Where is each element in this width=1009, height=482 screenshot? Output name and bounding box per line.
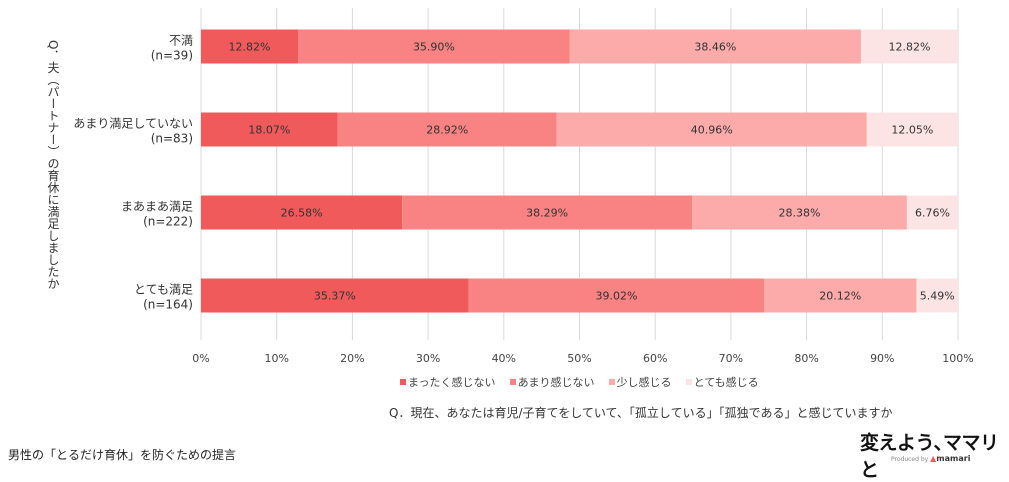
bar-segment <box>866 112 958 147</box>
category-label: あまり満足していない <box>73 117 193 131</box>
x-tick-label: 80% <box>794 352 818 365</box>
bar-segment <box>764 278 917 313</box>
x-tick-label: 10% <box>264 352 288 365</box>
category-label: (n=39) <box>151 49 193 63</box>
x-tick-label: 50% <box>567 352 591 365</box>
data-label: 39.02% <box>595 290 637 303</box>
x-tick-label: 40% <box>492 352 516 365</box>
legend-item: まったく感じない <box>400 374 496 390</box>
legend-item: 少し感じる <box>608 374 672 390</box>
legend-item: あまり感じない <box>509 374 595 390</box>
footer-caption: 男性の「とるだけ育休」を防ぐための提言 <box>8 448 237 462</box>
x-tick-label: 60% <box>643 352 667 365</box>
data-label: 18.07% <box>248 124 290 137</box>
bar-segment <box>201 195 403 230</box>
data-label: 40.96% <box>691 124 733 137</box>
data-label: 38.46% <box>694 41 736 54</box>
bar-segment <box>201 29 299 64</box>
bar-segment <box>468 278 765 313</box>
legend-label: まったく感じない <box>408 376 496 389</box>
data-label: 28.92% <box>426 124 468 137</box>
bar-segment <box>298 29 570 64</box>
stacked-bar-chart: 0% 10% 20% 30% 40% 50% 60% 70% 80% 90% 100% 不満(n=39… <box>73 8 974 365</box>
bar-segment <box>860 29 958 64</box>
x-tick-label: 90% <box>870 352 894 365</box>
data-label: 38.29% <box>526 207 568 220</box>
produced-by: Produced by ▲mamari <box>891 454 970 463</box>
x-axis-title: Q．現在、あなたは育児/子育てをしていて、「孤立している」「孤独である」と感じて… <box>389 406 893 420</box>
data-label: 12.82% <box>229 41 271 54</box>
legend-label: とても感じる <box>693 376 759 389</box>
bar-segment <box>692 195 907 230</box>
data-label: 12.05% <box>891 124 933 137</box>
data-label: 26.58% <box>281 207 323 220</box>
y-axis-title: Q．夫（パートナー）の育休に満足しましたか <box>46 40 60 290</box>
legend-swatch <box>685 379 692 385</box>
category-label: まあまあ満足 <box>121 200 193 214</box>
bar-segment <box>556 112 867 147</box>
x-tick-label: 30% <box>416 352 440 365</box>
bar-segment <box>569 29 861 64</box>
x-tick-label: 70% <box>719 352 743 365</box>
bar-segment <box>201 112 338 147</box>
category-label: とても満足 <box>134 283 193 297</box>
produced-by-text: Produced by <box>891 456 929 463</box>
data-label: 28.38% <box>779 207 821 220</box>
data-label: 35.37% <box>314 290 356 303</box>
x-tick-label: 100% <box>942 352 973 365</box>
legend: まったく感じない あまり感じない 少し感じる とても感じる <box>400 374 759 390</box>
category-label: (n=164) <box>143 298 193 312</box>
legend-label: 少し感じる <box>616 376 672 389</box>
bar-segment <box>906 195 959 230</box>
legend-label: あまり感じない <box>517 376 595 389</box>
mamari-logo-text: mamari <box>936 454 971 463</box>
category-label: (n=83) <box>151 132 193 146</box>
x-tick-label: 0% <box>192 352 209 365</box>
bar-segment <box>201 278 469 313</box>
mamari-logo-icon: ▲ <box>930 454 937 463</box>
bar-segment <box>402 195 693 230</box>
data-label: 20.12% <box>819 290 861 303</box>
data-label: 35.90% <box>413 41 455 54</box>
data-label: 12.82% <box>888 41 930 54</box>
data-label: 5.49% <box>920 290 955 303</box>
data-label: 6.76% <box>915 207 950 220</box>
category-label: 不満 <box>169 34 193 48</box>
legend-swatch <box>400 379 406 385</box>
legend-swatch <box>509 379 516 385</box>
category-label: (n=222) <box>143 215 193 229</box>
x-tick-label: 20% <box>340 352 364 365</box>
legend-swatch <box>608 379 615 385</box>
bar-segment <box>337 112 557 147</box>
bar-segment <box>916 278 958 313</box>
legend-item: とても感じる <box>685 374 759 390</box>
